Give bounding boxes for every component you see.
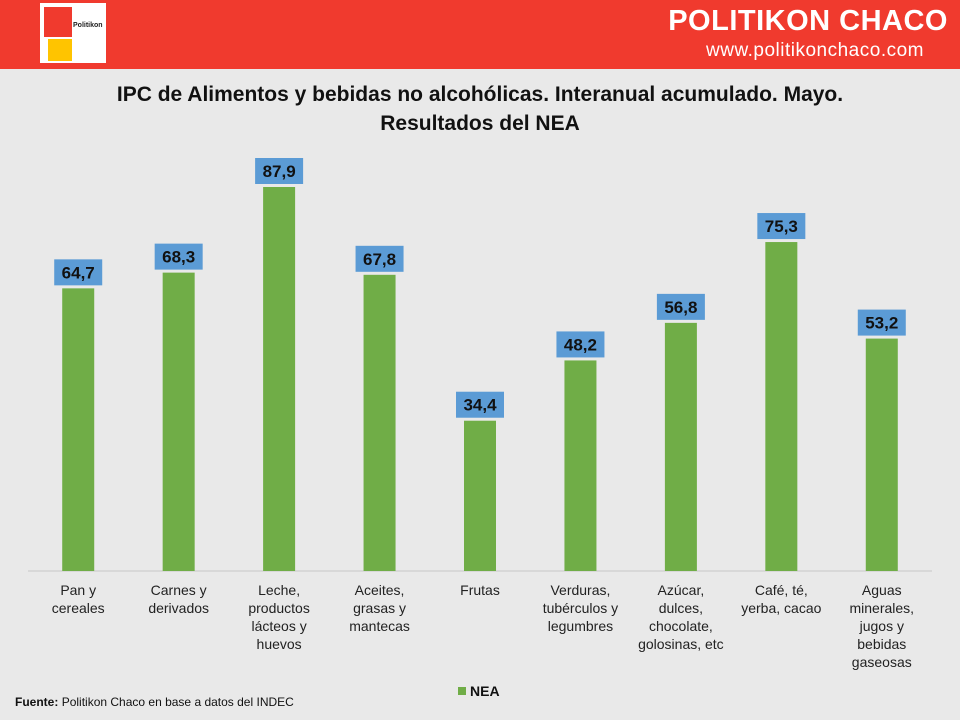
source-label: Fuente: [15, 695, 59, 709]
bar [865, 338, 898, 571]
x-tick-label: Carnes y [151, 582, 207, 598]
bar [263, 187, 296, 571]
x-tick-label: Verduras, [550, 582, 610, 598]
data-label: 34,4 [463, 396, 497, 415]
data-label: 48,2 [564, 335, 597, 354]
logo-text: Politikon [73, 22, 103, 29]
data-label: 68,3 [162, 248, 195, 267]
logo-yellow-square [48, 39, 72, 61]
x-tick-label: dulces, [659, 600, 703, 616]
logo-red-square [44, 7, 72, 37]
brand-name: POLITIKON CHACO [668, 5, 948, 37]
x-tick-label: jugos y [859, 618, 904, 634]
bar [564, 360, 597, 571]
x-tick-label: chocolate, [649, 618, 713, 634]
bar [62, 288, 95, 571]
x-tick-label: Aceites, [355, 582, 405, 598]
x-tick-label: minerales, [849, 600, 914, 616]
x-tick-label: productos [248, 600, 309, 616]
x-tick-label: Pan y [60, 582, 96, 598]
data-label: 56,8 [664, 298, 697, 317]
x-tick-label: bebidas [857, 636, 906, 652]
x-tick-label: tubérculos y [543, 600, 618, 616]
x-tick-label: lácteos y [251, 618, 306, 634]
x-tick-label: Leche, [258, 582, 300, 598]
data-label: 64,7 [62, 263, 95, 282]
bar [162, 272, 195, 571]
x-tick-label: Aguas [862, 582, 902, 598]
chart-title: IPC de Alimentos y bebidas no alcohólica… [20, 80, 940, 138]
x-tick-label: yerba, cacao [741, 600, 821, 616]
chart-title-line2: Resultados del NEA [380, 112, 580, 135]
x-tick-label: golosinas, etc [638, 636, 724, 652]
header-bar: Politikon POLITIKON CHACO www.politikonc… [0, 0, 960, 69]
x-tick-label: legumbres [548, 618, 613, 634]
bar [363, 274, 396, 571]
source-text: Politikon Chaco en base a datos del INDE… [61, 695, 294, 709]
x-tick-label: Frutas [460, 582, 500, 598]
data-label-box [857, 309, 906, 336]
bar [765, 242, 798, 571]
bar [664, 322, 697, 571]
legend: NEA [458, 683, 500, 699]
x-tick-label: grasas y [353, 600, 406, 616]
chart-title-line1: IPC de Alimentos y bebidas no alcohólica… [116, 83, 844, 106]
x-tick-label: mantecas [349, 618, 410, 634]
legend-label: NEA [470, 683, 500, 699]
data-label-box [456, 391, 504, 418]
data-label: 87,9 [263, 162, 296, 181]
source-note: Fuente: Politikon Chaco en base a datos … [15, 695, 294, 709]
bar [464, 420, 496, 571]
x-tick-label: Azúcar, [658, 582, 705, 598]
data-label-box [757, 213, 806, 240]
data-label-box [355, 245, 404, 272]
legend-swatch [458, 687, 466, 695]
politikon-logo: Politikon [40, 3, 106, 63]
data-label: 53,2 [865, 314, 898, 333]
data-label: 67,8 [363, 250, 396, 269]
x-tick-label: gaseosas [852, 654, 912, 670]
x-tick-label: Café, té, [755, 582, 808, 598]
data-label: 75,3 [765, 217, 798, 236]
data-label-box [54, 259, 103, 286]
data-label-box [656, 293, 705, 320]
data-label-box [255, 158, 304, 184]
x-tick-label: derivados [148, 600, 209, 616]
x-tick-label: huevos [257, 636, 302, 652]
data-label-box [154, 243, 203, 270]
x-tick-label: cereales [52, 600, 105, 616]
website-url[interactable]: www.politikonchaco.com [706, 40, 924, 61]
data-label-box [556, 331, 605, 358]
